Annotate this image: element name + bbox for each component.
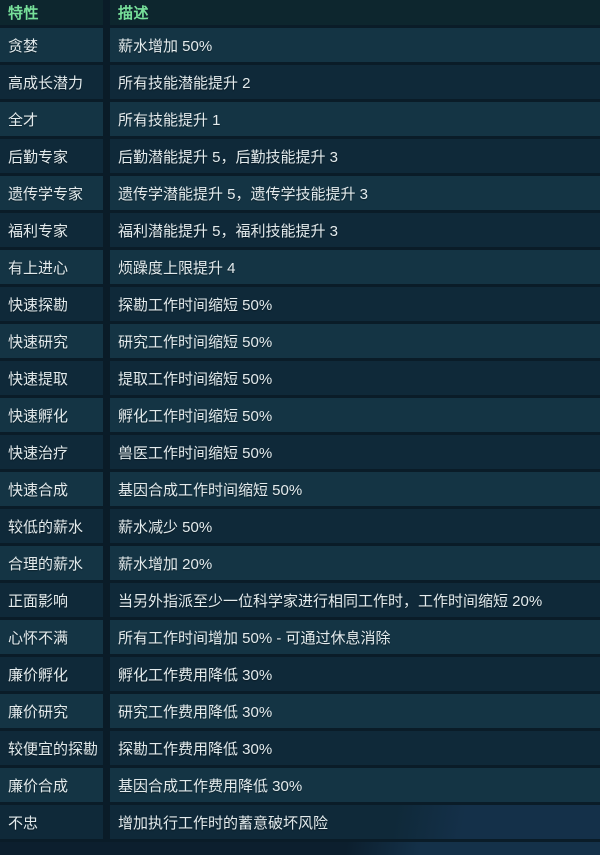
trait-cell: 快速研究 bbox=[0, 324, 103, 358]
column-header-trait: 特性 bbox=[0, 0, 103, 25]
trait-cell: 贪婪 bbox=[0, 28, 103, 62]
description-cell: 当另外指派至少一位科学家进行相同工作时，工作时间缩短 20% bbox=[110, 583, 600, 617]
trait-cell: 遗传学专家 bbox=[0, 176, 103, 210]
table-row: 心怀不满 所有工作时间增加 50% - 可通过休息消除 bbox=[0, 620, 600, 657]
table-row: 廉价合成 基因合成工作费用降低 30% bbox=[0, 768, 600, 805]
description-cell: 探勘工作时间缩短 50% bbox=[110, 287, 600, 321]
table-row: 快速研究 研究工作时间缩短 50% bbox=[0, 324, 600, 361]
trait-cell: 全才 bbox=[0, 102, 103, 136]
description-cell: 薪水增加 20% bbox=[110, 546, 600, 580]
table-row: 廉价研究 研究工作费用降低 30% bbox=[0, 694, 600, 731]
table-row: 福利专家 福利潜能提升 5，福利技能提升 3 bbox=[0, 213, 600, 250]
description-cell: 提取工作时间缩短 50% bbox=[110, 361, 600, 395]
trait-cell: 心怀不满 bbox=[0, 620, 103, 654]
table-row: 合理的薪水 薪水增加 20% bbox=[0, 546, 600, 583]
table-header-row: 特性 描述 bbox=[0, 0, 600, 28]
table-row: 较低的薪水 薪水减少 50% bbox=[0, 509, 600, 546]
trait-cell: 快速合成 bbox=[0, 472, 103, 506]
trait-cell: 正面影响 bbox=[0, 583, 103, 617]
trait-cell: 较便宜的探勘 bbox=[0, 731, 103, 765]
trait-cell: 廉价合成 bbox=[0, 768, 103, 802]
trait-cell: 高成长潜力 bbox=[0, 65, 103, 99]
table-row: 有上进心 烦躁度上限提升 4 bbox=[0, 250, 600, 287]
table-row: 廉价孵化 孵化工作费用降低 30% bbox=[0, 657, 600, 694]
trait-cell: 廉价研究 bbox=[0, 694, 103, 728]
trait-cell: 较低的薪水 bbox=[0, 509, 103, 543]
description-cell: 基因合成工作费用降低 30% bbox=[110, 768, 600, 802]
table-row: 快速合成 基因合成工作时间缩短 50% bbox=[0, 472, 600, 509]
table-row: 遗传学专家 遗传学潜能提升 5，遗传学技能提升 3 bbox=[0, 176, 600, 213]
table-row: 快速治疗 兽医工作时间缩短 50% bbox=[0, 435, 600, 472]
table-body: 贪婪 薪水增加 50% 高成长潜力 所有技能潜能提升 2 全才 所有技能提升 1… bbox=[0, 28, 600, 842]
description-cell: 福利潜能提升 5，福利技能提升 3 bbox=[110, 213, 600, 247]
description-cell: 兽医工作时间缩短 50% bbox=[110, 435, 600, 469]
trait-cell: 廉价孵化 bbox=[0, 657, 103, 691]
trait-cell: 快速提取 bbox=[0, 361, 103, 395]
table-row: 不忠 增加执行工作时的蓄意破坏风险 bbox=[0, 805, 600, 842]
table-row: 贪婪 薪水增加 50% bbox=[0, 28, 600, 65]
table-row: 快速探勘 探勘工作时间缩短 50% bbox=[0, 287, 600, 324]
description-cell: 基因合成工作时间缩短 50% bbox=[110, 472, 600, 506]
table-row: 后勤专家 后勤潜能提升 5，后勤技能提升 3 bbox=[0, 139, 600, 176]
description-cell: 所有技能提升 1 bbox=[110, 102, 600, 136]
trait-cell: 快速探勘 bbox=[0, 287, 103, 321]
description-cell: 烦躁度上限提升 4 bbox=[110, 250, 600, 284]
description-cell: 研究工作费用降低 30% bbox=[110, 694, 600, 728]
trait-cell: 福利专家 bbox=[0, 213, 103, 247]
description-cell: 探勘工作费用降低 30% bbox=[110, 731, 600, 765]
description-cell: 孵化工作时间缩短 50% bbox=[110, 398, 600, 432]
description-cell: 遗传学潜能提升 5，遗传学技能提升 3 bbox=[110, 176, 600, 210]
description-cell: 所有技能潜能提升 2 bbox=[110, 65, 600, 99]
table-row: 较便宜的探勘 探勘工作费用降低 30% bbox=[0, 731, 600, 768]
description-cell: 薪水增加 50% bbox=[110, 28, 600, 62]
table-row: 高成长潜力 所有技能潜能提升 2 bbox=[0, 65, 600, 102]
trait-cell: 快速治疗 bbox=[0, 435, 103, 469]
table-row: 快速提取 提取工作时间缩短 50% bbox=[0, 361, 600, 398]
description-cell: 研究工作时间缩短 50% bbox=[110, 324, 600, 358]
trait-cell: 有上进心 bbox=[0, 250, 103, 284]
trait-cell: 快速孵化 bbox=[0, 398, 103, 432]
description-cell: 增加执行工作时的蓄意破坏风险 bbox=[110, 805, 600, 839]
description-cell: 薪水减少 50% bbox=[110, 509, 600, 543]
description-cell: 孵化工作费用降低 30% bbox=[110, 657, 600, 691]
table-row: 全才 所有技能提升 1 bbox=[0, 102, 600, 139]
table-row: 快速孵化 孵化工作时间缩短 50% bbox=[0, 398, 600, 435]
table-row: 正面影响 当另外指派至少一位科学家进行相同工作时，工作时间缩短 20% bbox=[0, 583, 600, 620]
trait-cell: 合理的薪水 bbox=[0, 546, 103, 580]
trait-cell: 不忠 bbox=[0, 805, 103, 839]
description-cell: 所有工作时间增加 50% - 可通过休息消除 bbox=[110, 620, 600, 654]
column-header-description: 描述 bbox=[110, 0, 600, 25]
description-cell: 后勤潜能提升 5，后勤技能提升 3 bbox=[110, 139, 600, 173]
trait-cell: 后勤专家 bbox=[0, 139, 103, 173]
